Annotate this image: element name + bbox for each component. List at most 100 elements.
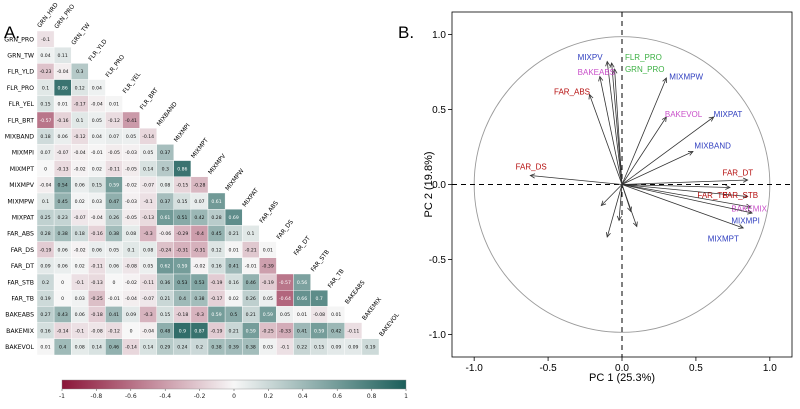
heatmap-cell-value: -0.16 (57, 118, 69, 124)
pca-loading-arrow (621, 77, 667, 185)
heatmap-column-label: MIXMPW (224, 168, 245, 193)
heatmap-column-label: MIXMPI (173, 122, 192, 144)
heatmap-cell-value: 0.05 (263, 296, 273, 302)
heatmap-column-label: MIXMPV (207, 152, 228, 176)
pca-arrowhead (612, 68, 618, 74)
pca-loading-arrow (589, 94, 623, 185)
heatmap-column-label: BAKEVOL (378, 311, 401, 338)
pca-arrowhead (725, 184, 731, 190)
heatmap-cell-value: -0.25 (91, 296, 103, 302)
heatmap-cell-value: -0.11 (108, 166, 120, 172)
heatmap-cell-value: -0.57 (40, 118, 52, 124)
heatmap-cell-value: 0.43 (58, 312, 68, 318)
heatmap-cell-value: 0.05 (143, 150, 153, 156)
heatmap-cell-value: 0.02 (75, 264, 85, 270)
heatmap-cell-value: 0.38 (58, 231, 68, 237)
heatmap-cell-value: 0.39 (229, 345, 239, 351)
heatmap-cell-value: 0.42 (194, 215, 204, 221)
correlation-heatmap: GRN_PRO -0.1 GRN_TW 0.04 0.11 FLR_YLD -0.23 -0.… (4, 1, 401, 356)
heatmap-row-label: BAKEABS (5, 312, 34, 319)
pca-y-tick-label: 1.0 (432, 30, 446, 41)
heatmap-cell-value: 0.42 (331, 328, 341, 334)
heatmap-cell-value: 0.05 (280, 312, 290, 318)
heatmap-cell-value: 0.59 (314, 328, 324, 334)
heatmap-cell-value: 0.01 (229, 247, 239, 253)
colorbar-tick-label: 0.2 (264, 393, 274, 400)
heatmap-cell-value: 0.21 (160, 296, 170, 302)
heatmap-cell-value: 0.1 (42, 199, 49, 205)
heatmap-cell-value: -0.39 (262, 264, 274, 270)
heatmap-cell-value: -0.05 (108, 150, 120, 156)
pca-loading-arrow (621, 116, 714, 185)
heatmap-cell-value: 0.09 (348, 345, 358, 351)
heatmap-column-label: FAR_ABS (258, 200, 280, 225)
heatmap-cell-value: 0.46 (109, 345, 119, 351)
heatmap-cell-value: 0.21 (229, 328, 239, 334)
heatmap-cell-value: 0.87 (194, 328, 204, 334)
heatmap-cell-value: -0.14 (57, 328, 69, 334)
heatmap-cell-value: 0.07 (194, 199, 204, 205)
heatmap-cell-value: -0.04 (57, 69, 69, 75)
pca-arrowhead (529, 173, 536, 179)
heatmap-cell-value: -0.07 (57, 150, 69, 156)
heatmap-cell-value: -0.12 (74, 134, 86, 140)
heatmap-row-label: FAR_DS (11, 247, 34, 254)
pca-loading-arrow (621, 116, 667, 185)
pca-arrowhead (616, 215, 622, 222)
heatmap-cell-value: 0.37 (160, 150, 170, 156)
heatmap-cell-value: -0.31 (194, 247, 206, 253)
heatmap-row-label: FAR_DT (11, 263, 34, 270)
heatmap-cell-value: -0.13 (57, 166, 69, 172)
heatmap-cell-value: -0.03 (125, 199, 137, 205)
heatmap-cell-value: 0.56 (297, 280, 307, 286)
heatmap-cell-value: 0.29 (160, 345, 170, 351)
heatmap-cell-value: 0.12 (75, 85, 85, 91)
colorbar-tick-label: 0.6 (332, 393, 342, 400)
pca-arrowhead (661, 116, 667, 123)
heatmap-cell-value: 0.18 (75, 231, 85, 237)
heatmap-row-label: FLR_YEL (8, 101, 34, 108)
heatmap-cell-value: -0.07 (142, 183, 154, 189)
heatmap-column-label: FLR_PRO (104, 53, 126, 78)
heatmap-cell-value: 0.04 (92, 85, 102, 91)
heatmap-row-label: FLR_BRT (8, 117, 34, 124)
pca-x-tick-label: 0.5 (689, 363, 703, 374)
heatmap-cell-value: 0.04 (92, 134, 102, 140)
heatmap-cell-value: 0.2 (42, 280, 49, 286)
heatmap-cell-value: 0.03 (263, 345, 273, 351)
heatmap-column-label: FLR_YLD (87, 38, 109, 63)
heatmap-row-label: GRN_PRO (4, 36, 34, 43)
heatmap-cell-value: 0.28 (40, 231, 50, 237)
heatmap-cell-value: 0.53 (177, 280, 187, 286)
heatmap-cell-value: -0.29 (176, 231, 188, 237)
heatmap-column-label: FAR_STB (310, 249, 331, 274)
heatmap-cell-value: -0.13 (91, 280, 103, 286)
heatmap-cell-value: -0.33 (279, 328, 291, 334)
heatmap-cell-value: 0.01 (109, 102, 119, 108)
heatmap-cell-value: 0.19 (40, 296, 50, 302)
heatmap-cell-value: 0.4 (59, 345, 66, 351)
heatmap-cell-value: 0.01 (331, 312, 341, 318)
heatmap-cell-value: -0.1 (75, 328, 84, 334)
heatmap-cell-value: 0.37 (160, 199, 170, 205)
pca-loading-arrow (601, 184, 623, 206)
heatmap-row-label: FLR_YLD (8, 69, 35, 76)
heatmap-cell-value: -0.12 (108, 118, 120, 124)
heatmap-column-label: FAR_DT (293, 235, 313, 257)
heatmap-cell-value: -0.04 (91, 102, 103, 108)
heatmap-cell-value: -0.17 (74, 102, 86, 108)
pca-x-tick-label: -0.5 (539, 363, 557, 374)
heatmap-cell-value: 0.08 (143, 247, 153, 253)
heatmap-cell-value: 0.01 (40, 345, 50, 351)
heatmap-cell-value: 0.24 (177, 345, 187, 351)
pca-arrowhead (605, 60, 611, 67)
pca-variable-label: BAKEABS (578, 68, 615, 77)
heatmap-cell-value: 0.38 (246, 345, 256, 351)
heatmap-cell-value: -0.13 (142, 215, 154, 221)
heatmap-row-label: FLR_PRO (7, 85, 34, 92)
heatmap-cell-value: -0.21 (245, 247, 257, 253)
pca-loading-arrow (621, 184, 753, 214)
heatmap-row-label: MIXMPI (12, 150, 34, 157)
heatmap-cell-value: 0.38 (194, 296, 204, 302)
